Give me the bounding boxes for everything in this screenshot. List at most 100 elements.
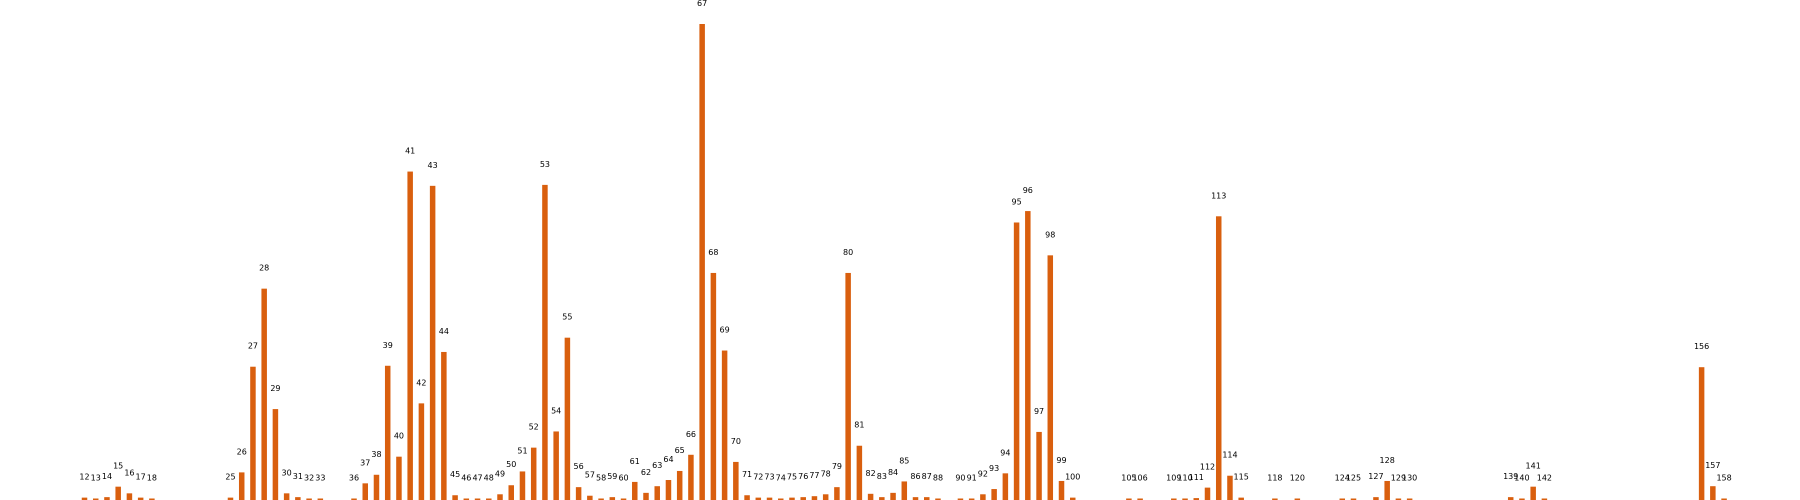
- bar-label-26: 26: [237, 447, 247, 456]
- bar-82: [867, 493, 874, 500]
- bar-label-14: 14: [102, 472, 112, 481]
- bar-label-31: 31: [293, 472, 303, 481]
- bar-label-33: 33: [315, 474, 325, 483]
- bar-label-27: 27: [248, 342, 258, 351]
- bar-90: [957, 498, 964, 500]
- bar-label-120: 120: [1290, 474, 1305, 483]
- bar-label-46: 46: [461, 474, 471, 483]
- bar-110: [1182, 498, 1188, 500]
- bar-label-70: 70: [731, 437, 741, 446]
- bar-32: [306, 498, 312, 500]
- bar-81: [856, 445, 863, 500]
- bar-71: [744, 495, 750, 500]
- bar-label-140: 140: [1514, 474, 1529, 483]
- bar-label-96: 96: [1023, 186, 1033, 195]
- bar-130: [1406, 498, 1413, 500]
- bar-92: [980, 494, 986, 500]
- bar-label-111: 111: [1189, 473, 1204, 482]
- bar-label-68: 68: [708, 248, 718, 257]
- bar-44: [441, 351, 447, 500]
- bar-93: [991, 489, 997, 500]
- bar-48: [486, 498, 492, 500]
- bar-label-45: 45: [450, 470, 460, 479]
- bar-label-127: 127: [1368, 472, 1383, 481]
- bar-label-29: 29: [270, 384, 280, 393]
- bar-51: [519, 471, 526, 500]
- bar-28: [261, 288, 267, 500]
- bar-84: [890, 492, 896, 500]
- bar-111: [1193, 498, 1200, 500]
- bar-label-71: 71: [742, 470, 752, 479]
- bar-label-141: 141: [1526, 462, 1541, 471]
- bar-label-113: 113: [1211, 191, 1226, 200]
- bar-41: [407, 171, 413, 500]
- bar-109: [1171, 498, 1177, 500]
- bar-87: [924, 497, 930, 500]
- bar-label-47: 47: [472, 474, 482, 483]
- bar-label-76: 76: [798, 472, 808, 481]
- bar-label-83: 83: [877, 472, 887, 481]
- bar-label-109: 109: [1166, 474, 1181, 483]
- bar-label-50: 50: [506, 460, 516, 469]
- bar-label-74: 74: [776, 474, 786, 483]
- bar-label-38: 38: [371, 450, 381, 459]
- bar-label-69: 69: [720, 326, 730, 335]
- bar-label-17: 17: [136, 473, 146, 482]
- bar-label-30: 30: [282, 468, 292, 477]
- bar-label-98: 98: [1045, 230, 1055, 239]
- bar-83: [879, 497, 885, 500]
- bar-label-106: 106: [1132, 474, 1147, 483]
- bar-label-25: 25: [225, 473, 235, 482]
- bar-80: [845, 272, 851, 500]
- bar-58: [598, 498, 604, 500]
- bar-54: [553, 431, 559, 500]
- bar-114: [1227, 475, 1233, 500]
- bar-39: [384, 365, 391, 500]
- bar-label-114: 114: [1222, 451, 1237, 460]
- bar-label-66: 66: [686, 430, 696, 439]
- bar-label-80: 80: [843, 248, 853, 257]
- bar-76: [800, 497, 806, 500]
- bar-30: [283, 493, 290, 500]
- bar-88: [935, 498, 941, 500]
- bar-42: [418, 403, 425, 500]
- bar-52: [530, 447, 537, 500]
- bar-label-118: 118: [1267, 474, 1282, 483]
- bar-118: [1272, 498, 1278, 500]
- bar-139: [1507, 497, 1514, 500]
- bar-26: [238, 472, 245, 500]
- bar-99: [1058, 480, 1065, 500]
- bar-label-90: 90: [955, 474, 965, 483]
- bar-label-67: 67: [697, 0, 707, 8]
- bar-36: [351, 498, 357, 500]
- bar-120: [1294, 498, 1301, 500]
- bar-57: [587, 495, 593, 500]
- bar-18: [149, 498, 155, 500]
- bar-142: [1541, 498, 1548, 500]
- bar-label-62: 62: [641, 468, 651, 477]
- bar-label-60: 60: [618, 474, 628, 483]
- bar-label-115: 115: [1234, 473, 1249, 482]
- bar-label-125: 125: [1346, 474, 1361, 483]
- bar-label-81: 81: [854, 421, 864, 430]
- bar-140: [1519, 498, 1525, 500]
- bar-label-16: 16: [124, 468, 134, 477]
- bar-label-139: 139: [1503, 472, 1518, 481]
- bar-label-84: 84: [888, 468, 898, 477]
- bar-label-82: 82: [866, 469, 876, 478]
- bar-label-28: 28: [259, 264, 269, 273]
- bar-25: [227, 497, 234, 500]
- bar-124: [1339, 498, 1346, 500]
- bar-label-12: 12: [79, 473, 89, 482]
- bar-43: [429, 185, 436, 500]
- bar-label-43: 43: [428, 161, 438, 170]
- bar-97: [1036, 431, 1042, 500]
- bar-label-112: 112: [1200, 463, 1215, 472]
- bar-29: [272, 409, 279, 500]
- bar-91: [968, 498, 975, 500]
- bar-label-79: 79: [832, 462, 842, 471]
- bar-label-73: 73: [764, 473, 774, 482]
